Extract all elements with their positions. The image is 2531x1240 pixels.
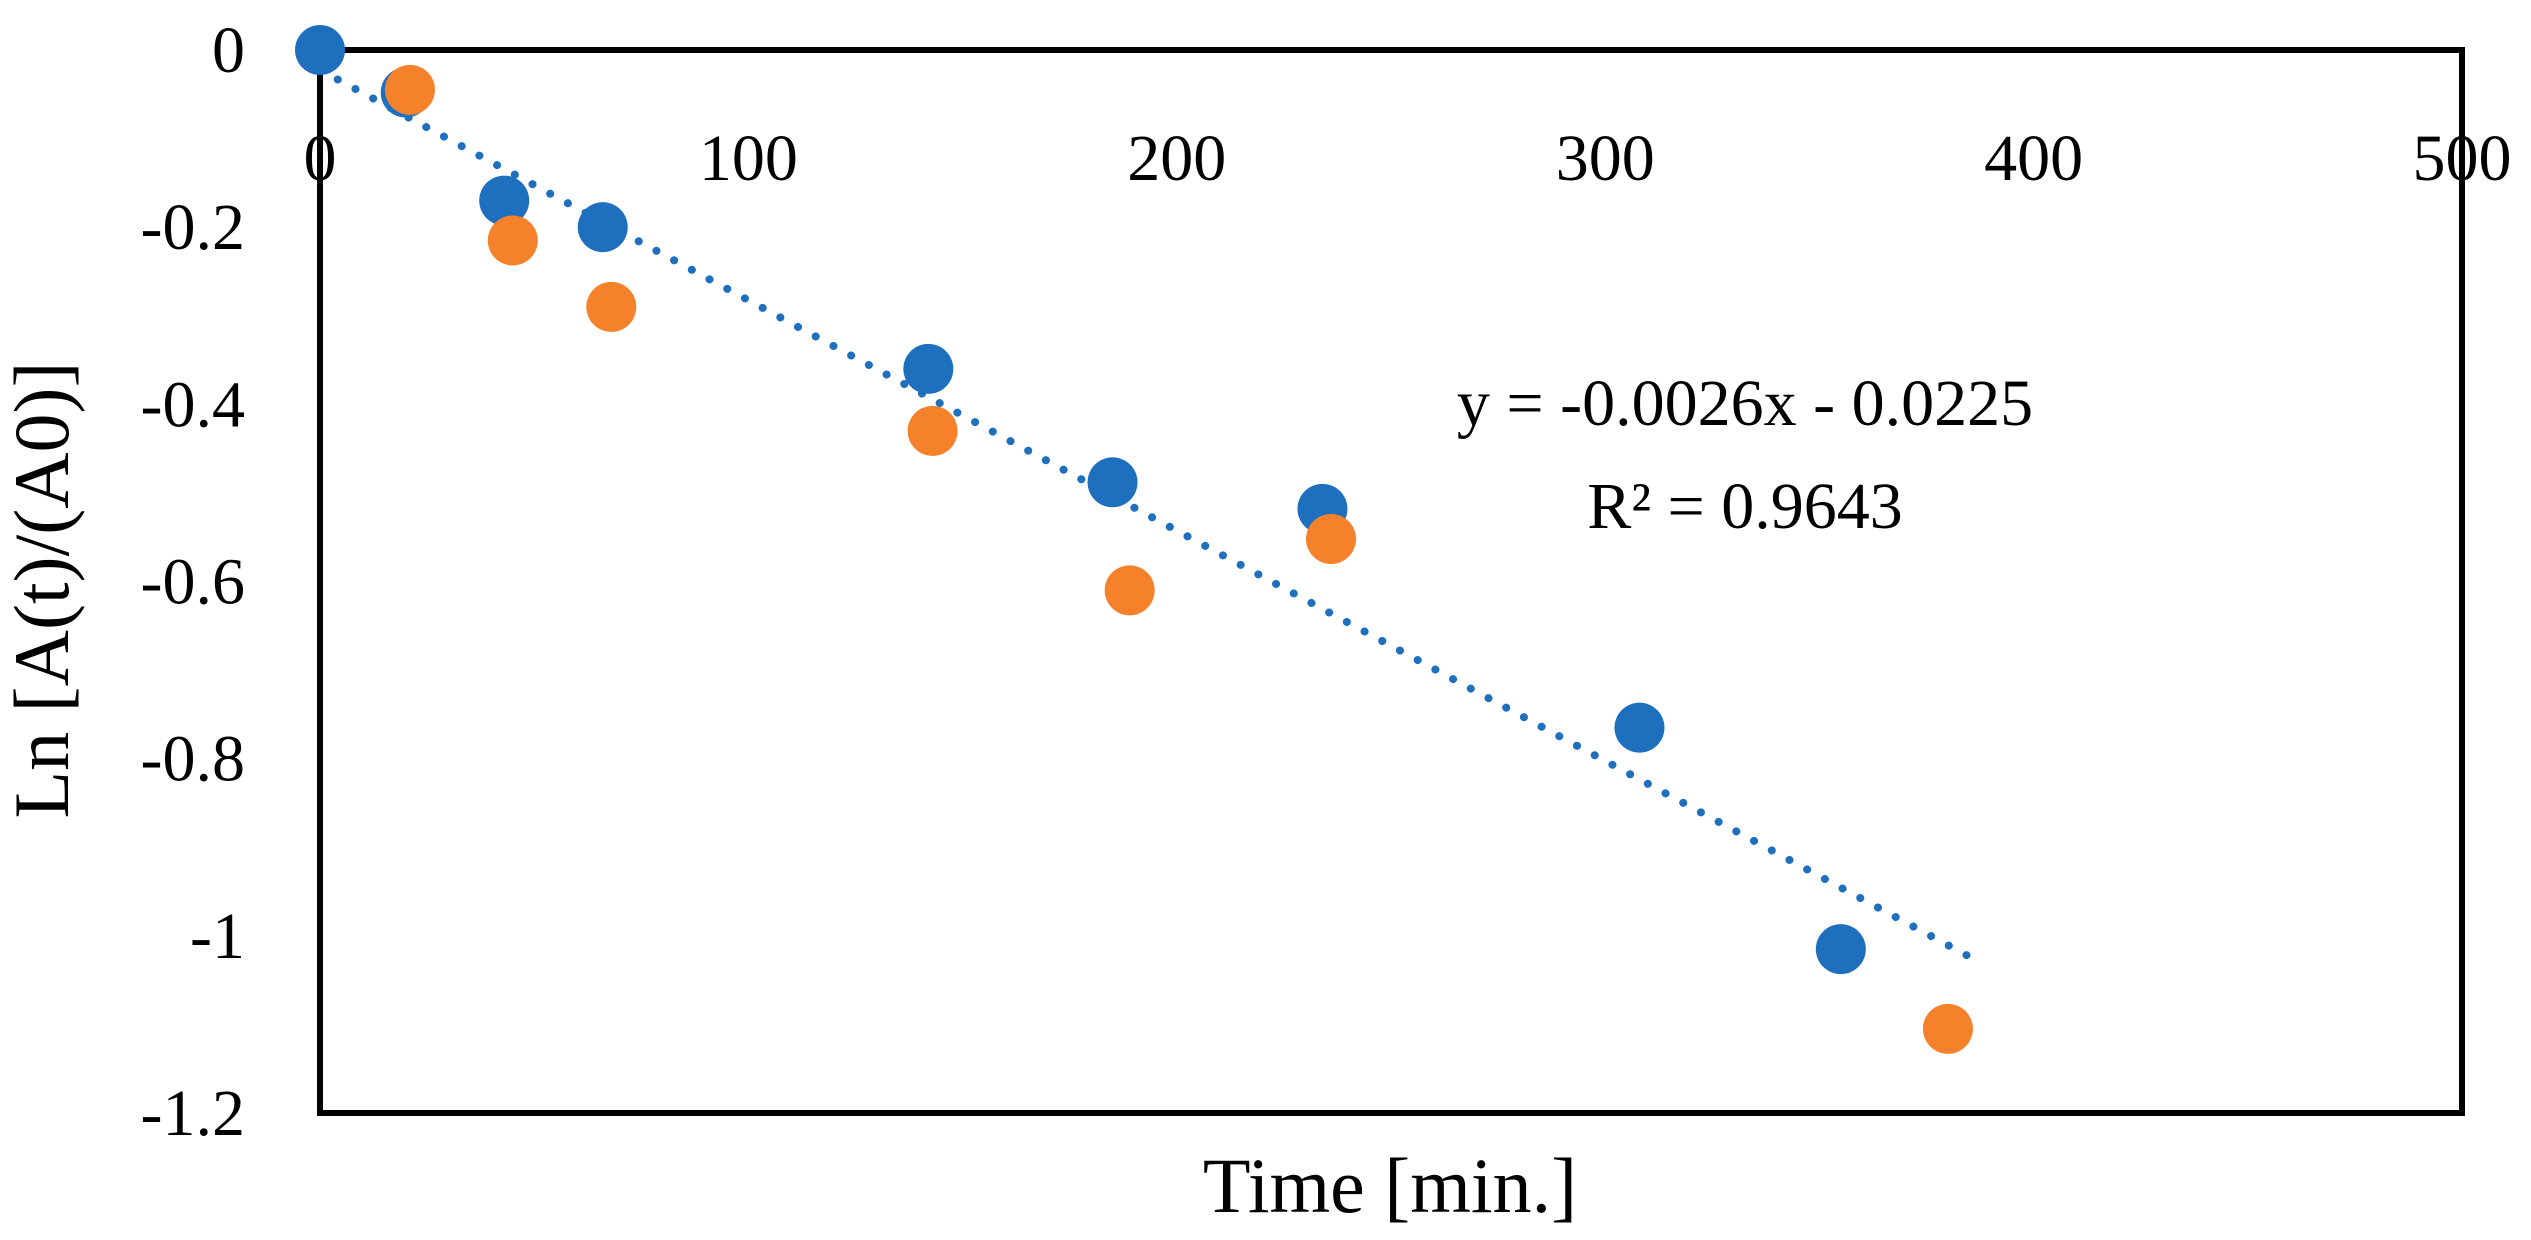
data-point [295,25,345,75]
y-tick-label: -0.6 [141,546,245,619]
y-tick-label: -0.8 [141,723,245,796]
data-point [1614,702,1665,753]
data-point [384,64,435,115]
x-tick-label: 0 [304,122,337,195]
data-point [1306,513,1357,564]
r-squared-label: R² = 0.9643 [1587,470,1903,543]
x-tick-label: 300 [1556,122,1655,195]
data-point [907,405,958,456]
x-tick-label: 100 [699,122,798,195]
y-tick-label: -1.2 [141,1077,245,1150]
data-point [903,343,954,394]
data-point [479,175,530,226]
series-1 [295,25,1866,975]
x-tick-label: 500 [2413,122,2512,195]
data-point [1922,1003,1973,1054]
x-axis-title: Time [min.] [1203,1142,1577,1229]
data-point [1087,457,1138,508]
y-tick-label: -0.4 [141,368,245,441]
data-point [487,215,538,266]
x-tick-label: 400 [1984,122,2083,195]
y-tick-labels: 0 -0.2 -0.4 -0.6 -0.8 -1 -1.2 [141,14,245,1150]
y-tick-label: -0.2 [141,191,245,264]
data-point [577,202,628,253]
points-layer [295,25,1973,1054]
x-tick-labels: 0 100 200 300 400 500 [304,122,2512,195]
data-point [586,281,637,332]
trendline-equation: y = -0.0026x - 0.0225 [1457,367,2033,440]
y-tick-label: -1 [190,900,245,973]
x-tick-label: 200 [1127,122,1226,195]
data-point [1104,565,1155,616]
series-2 [384,64,1973,1054]
y-axis-title: Ln [A(t)/(A0)] [0,362,85,819]
y-tick-label: 0 [212,14,245,87]
plot-area [317,47,2465,1116]
data-point [1815,924,1866,975]
